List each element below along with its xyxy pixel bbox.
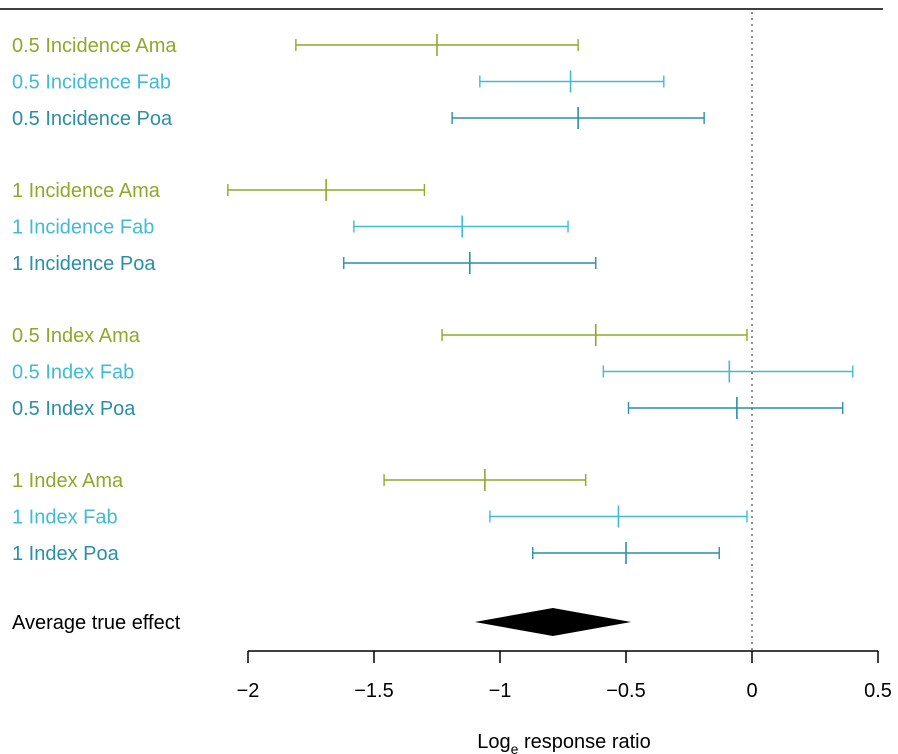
summary-diamond: [474, 608, 632, 636]
row-label: 0.5 Incidence Ama: [12, 35, 177, 57]
row-label: 0.5 Incidence Fab: [12, 72, 171, 94]
row-label: 1 Index Ama: [12, 470, 124, 492]
forest-row: 1 Index Poa: [12, 542, 720, 565]
row-label: 0.5 Index Ama: [12, 325, 141, 347]
row-label: 1 Index Fab: [12, 507, 118, 529]
forest-row: 1 Incidence Ama: [12, 179, 426, 202]
row-label: 1 Incidence Fab: [12, 217, 154, 239]
rows-layer: 0.5 Incidence Ama 0.5 Incidence Fab 0.5 In…: [12, 34, 854, 565]
row-label: 1 Incidence Poa: [12, 253, 156, 275]
row-label: 1 Incidence Ama: [12, 180, 161, 202]
row-label: 1 Index Poa: [12, 543, 120, 565]
forest-row: 1 Index Ama: [12, 469, 587, 492]
x-tick-label: −1.5: [354, 680, 393, 702]
summary-label: Average true effect: [12, 612, 181, 634]
forest-row: 0.5 Incidence Ama: [12, 34, 579, 57]
forest-row: 0.5 Index Ama: [12, 324, 748, 347]
row-label: 0.5 Incidence Poa: [12, 108, 173, 130]
x-tick-label: −1: [489, 680, 512, 702]
forest-row: 1 Index Fab: [12, 505, 748, 529]
x-tick-label: 0: [746, 680, 757, 702]
x-tick-label: −0.5: [606, 680, 645, 702]
row-label: 0.5 Index Fab: [12, 362, 134, 384]
forest-row: 1 Incidence Fab: [12, 215, 569, 239]
forest-row: 1 Incidence Poa: [12, 252, 597, 275]
forest-row: 0.5 Incidence Poa: [12, 107, 705, 130]
x-tick-label: 0.5: [864, 680, 892, 702]
x-axis: −2 −1.5 −1 −0.5 0 0.5: [237, 650, 892, 702]
x-axis-title: Loge response ratio: [477, 731, 650, 754]
forest-row: 0.5 Index Fab: [12, 360, 854, 384]
summary-layer: Average true effect: [12, 608, 632, 636]
forest-row: 0.5 Incidence Fab: [12, 70, 665, 94]
x-tick-label: −2: [237, 680, 260, 702]
row-label: 0.5 Index Poa: [12, 398, 136, 420]
forest-row: 0.5 Index Poa: [12, 397, 844, 420]
